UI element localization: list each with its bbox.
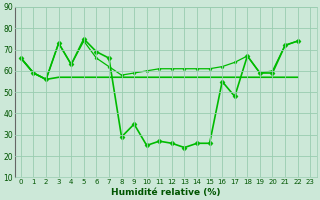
X-axis label: Humidité relative (%): Humidité relative (%) [111, 188, 220, 197]
